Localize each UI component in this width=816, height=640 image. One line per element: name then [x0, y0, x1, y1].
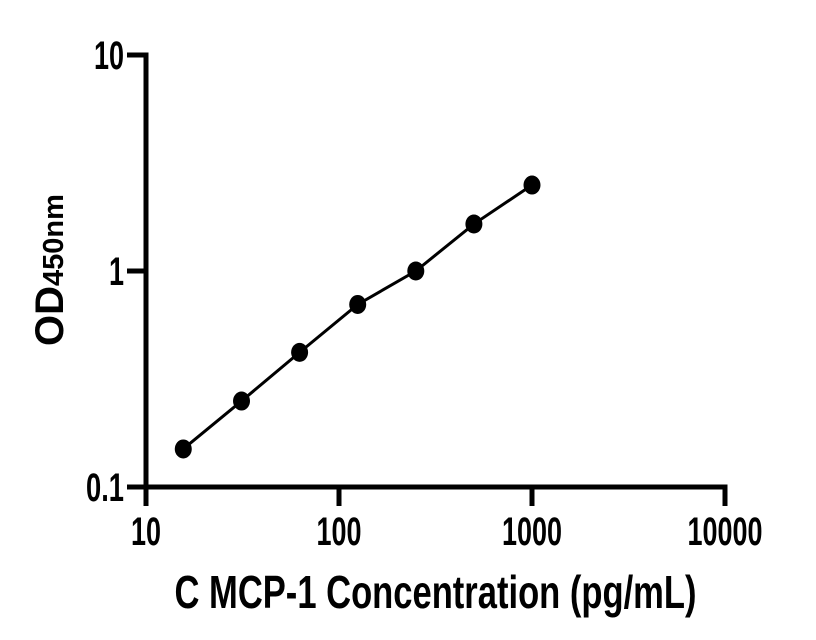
y-axis-title-subscript: 450nm	[38, 194, 70, 286]
data-point	[349, 294, 367, 314]
x-tick-label: 1000	[502, 510, 562, 554]
x-tick-label: 10000	[688, 510, 763, 554]
y-axis-title-main: OD	[28, 286, 72, 346]
y-axis-title: OD450nm	[28, 194, 72, 346]
x-tick-label: 100	[317, 510, 362, 554]
data-point	[233, 391, 251, 411]
data-point	[465, 214, 483, 234]
data-point	[407, 261, 425, 281]
data-point	[174, 439, 192, 459]
x-tick-label: 10	[131, 510, 161, 554]
data-point	[523, 175, 541, 195]
x-axis-title: C MCP-1 Concentration (pg/mL)	[175, 566, 697, 618]
y-tick-label: 10	[94, 34, 124, 78]
y-tick-label: 1	[109, 250, 124, 294]
data-point	[291, 342, 309, 362]
y-tick-label: 0.1	[86, 466, 124, 510]
